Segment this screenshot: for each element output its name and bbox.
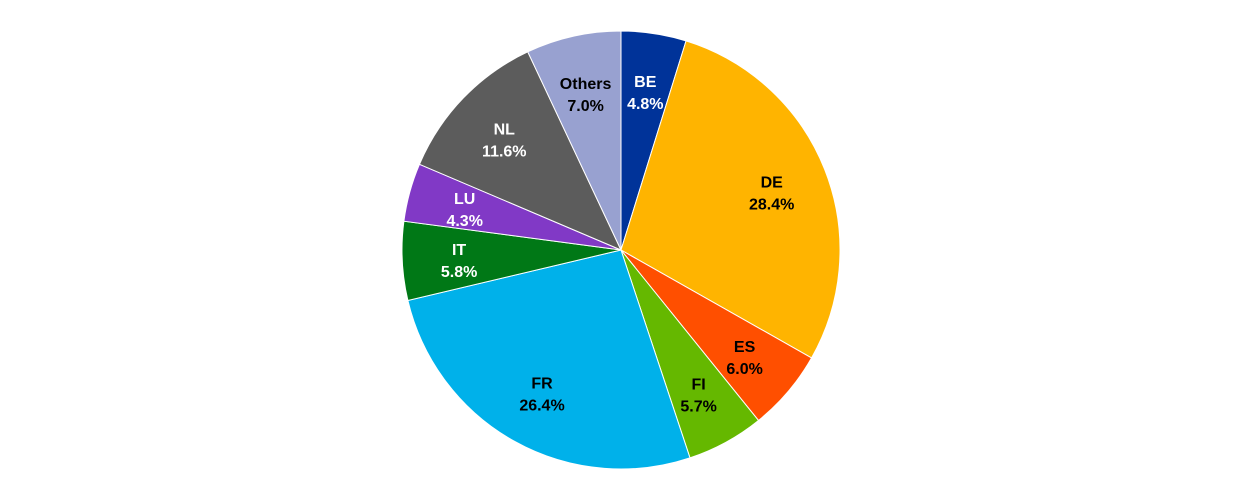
slice-value-label: 11.6% <box>482 144 526 161</box>
slice-category-label: IT <box>452 242 466 259</box>
pie-slice-fr <box>407 249 691 470</box>
slice-label-it: IT 5.8% <box>441 242 477 281</box>
slice-category-label: LU <box>454 191 475 208</box>
slice-category-label: DE <box>761 174 784 191</box>
pie-slice-others <box>527 30 622 251</box>
slice-label-lu: LU 4.3% <box>446 191 482 230</box>
slice-label-be: BE 4.8% <box>627 74 663 113</box>
slice-value-label: 6.0% <box>726 361 762 378</box>
slice-label-nl: NL 11.6% <box>482 122 526 161</box>
slice-value-label: 4.3% <box>446 213 482 230</box>
slice-label-fi: FI 5.7% <box>680 376 716 415</box>
labels-layer: BE 4.8% DE 28.4% ES 6.0% FI 5.7% FR 26.4% IT 5.8% LU… <box>441 74 795 415</box>
slice-category-label: NL <box>494 122 516 139</box>
slice-value-label: 5.8% <box>441 264 477 281</box>
slice-category-label: ES <box>734 339 756 356</box>
slice-label-others: Others 7.0% <box>560 76 612 115</box>
pie-slice-de <box>620 40 841 359</box>
slice-category-label: FI <box>691 376 705 393</box>
slice-value-label: 5.7% <box>680 398 716 415</box>
slice-value-label: 26.4% <box>519 398 564 415</box>
slice-value-label: 4.8% <box>627 96 663 113</box>
slice-category-label: Others <box>560 76 612 93</box>
slice-label-fr: FR 26.4% <box>519 376 564 415</box>
slice-label-es: ES 6.0% <box>726 339 762 378</box>
slices-layer <box>401 30 841 470</box>
pie-slice-nl <box>418 51 623 251</box>
slice-value-label: 7.0% <box>567 98 603 115</box>
slice-label-de: DE 28.4% <box>749 174 794 213</box>
slice-category-label: FR <box>531 376 553 393</box>
slice-category-label: BE <box>634 74 657 91</box>
slice-value-label: 28.4% <box>749 196 794 213</box>
